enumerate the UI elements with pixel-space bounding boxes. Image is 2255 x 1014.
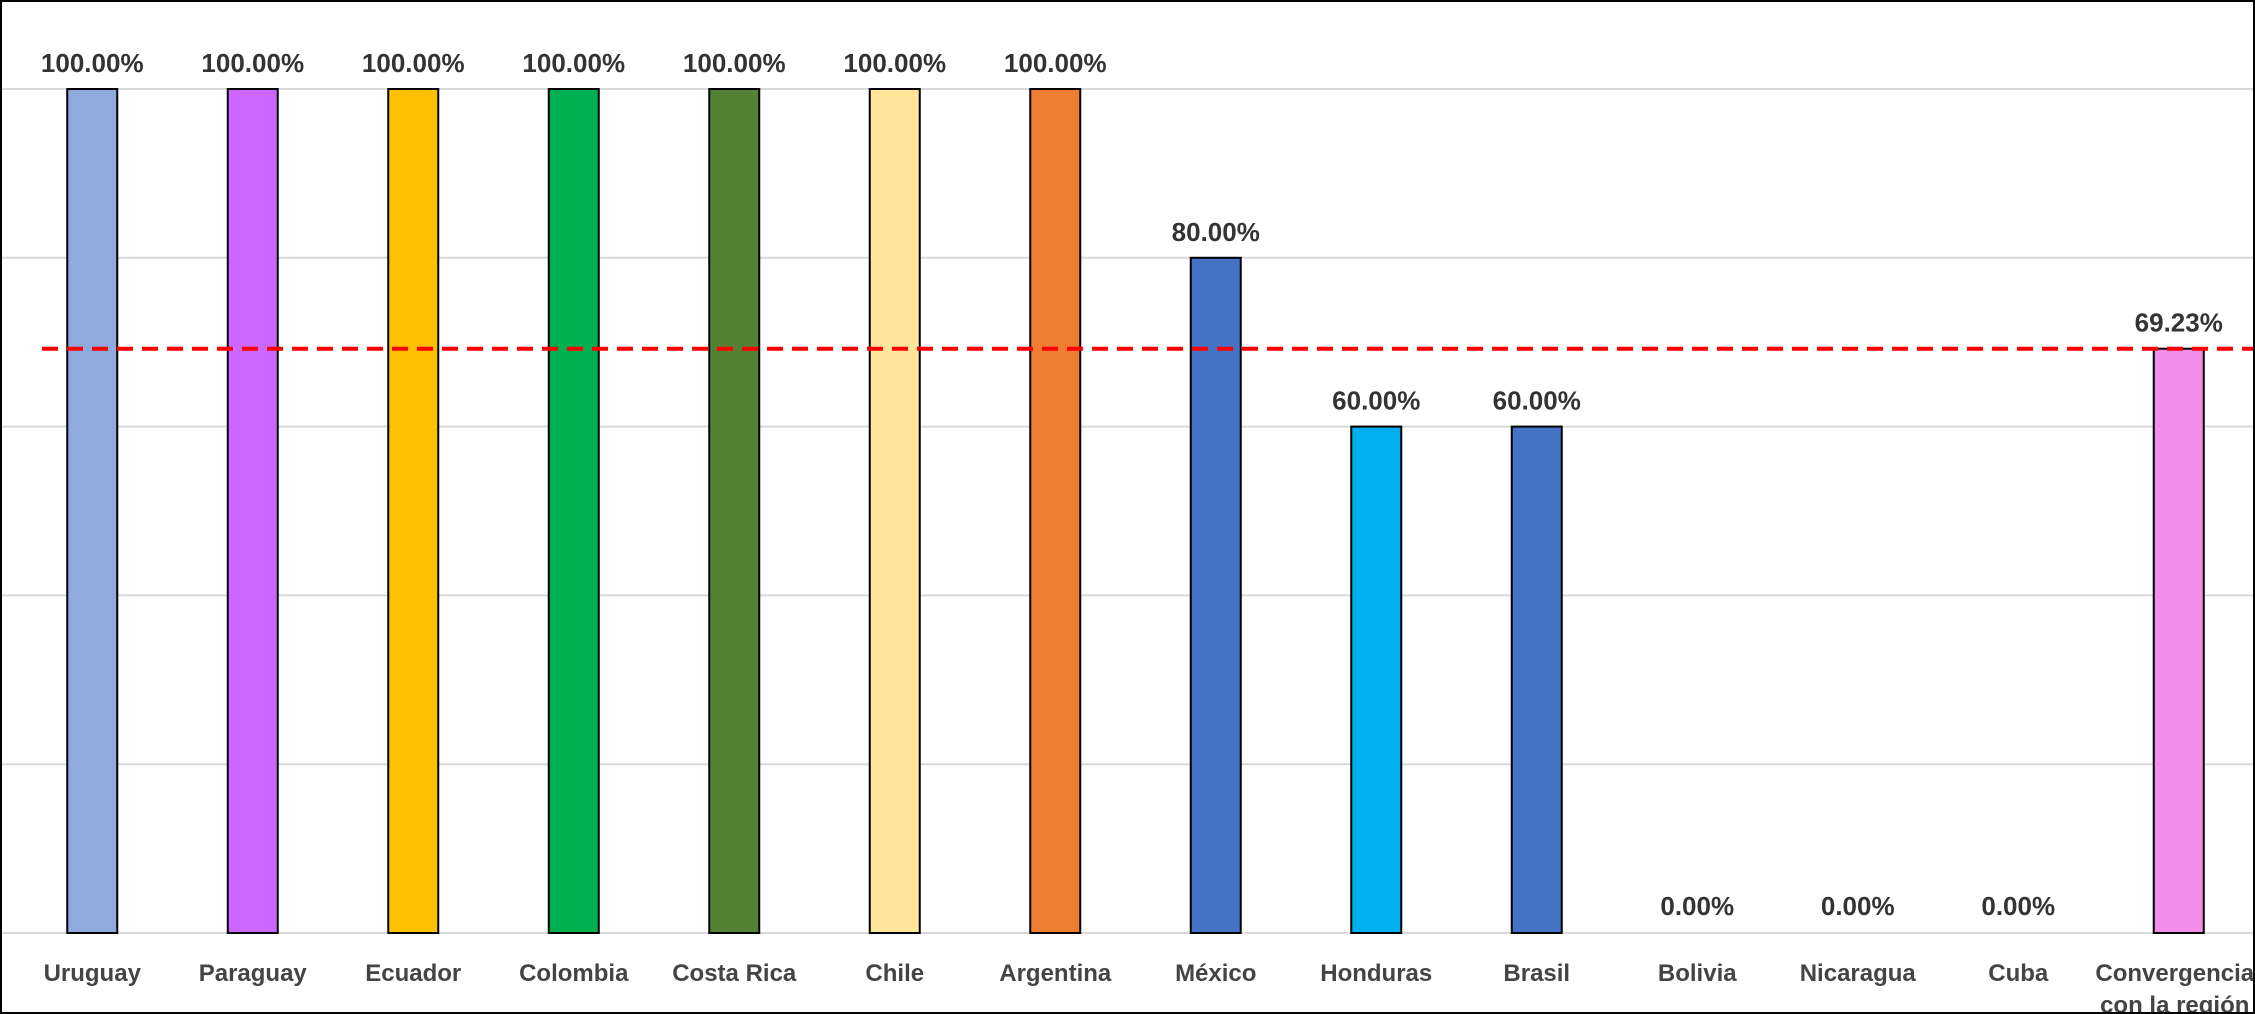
data-label-colombia: 100.00% bbox=[522, 48, 625, 78]
category-label-nicaragua: Nicaragua bbox=[1800, 960, 1917, 987]
data-label-paraguay: 100.00% bbox=[201, 48, 304, 78]
data-label-brasil: 60.00% bbox=[1493, 386, 1581, 416]
bar-chile bbox=[868, 88, 921, 934]
bar-ecuador bbox=[387, 88, 440, 934]
gridlines bbox=[2, 88, 2253, 934]
category-label-uruguay: Uruguay bbox=[44, 960, 142, 987]
category-label-colombia: Colombia bbox=[519, 960, 629, 987]
data-label-mexico: 80.00% bbox=[1172, 217, 1260, 247]
category-label-convergencia-con-la-region: Convergencia con la región bbox=[2095, 960, 2253, 1012]
data-label-costa-rica: 100.00% bbox=[683, 48, 786, 78]
data-label-chile: 100.00% bbox=[843, 48, 946, 78]
category-labels: Uruguay Paraguay Ecuador Colombia Costa Rica… bbox=[44, 960, 2253, 1012]
bar-brasil bbox=[1510, 425, 1563, 934]
data-label-honduras: 60.00% bbox=[1332, 386, 1420, 416]
data-label-argentina: 100.00% bbox=[1004, 48, 1107, 78]
bar-costa-rica bbox=[708, 88, 761, 934]
category-label-bolivia: Bolivia bbox=[1658, 960, 1737, 987]
data-label-ecuador: 100.00% bbox=[362, 48, 465, 78]
bar-honduras bbox=[1350, 425, 1403, 934]
category-label-honduras: Honduras bbox=[1320, 960, 1432, 987]
bar-colombia bbox=[547, 88, 600, 934]
data-label-uruguay: 100.00% bbox=[41, 48, 144, 78]
data-label-cuba: 0.00% bbox=[1981, 891, 2055, 921]
category-label-mexico: México bbox=[1175, 960, 1256, 987]
bar-uruguay bbox=[66, 88, 119, 934]
category-label-ecuador: Ecuador bbox=[365, 960, 461, 987]
category-label-chile: Chile bbox=[865, 960, 924, 987]
category-label-brasil: Brasil bbox=[1503, 960, 1570, 987]
data-label-convergencia-con-la-region: 69.23% bbox=[2135, 308, 2223, 338]
data-label-nicaragua: 0.00% bbox=[1821, 891, 1895, 921]
bars bbox=[66, 88, 2205, 935]
category-label-argentina: Argentina bbox=[999, 960, 1112, 987]
data-labels: 100.00% 100.00% 100.00% 100.00% 100.00% 100.0… bbox=[41, 48, 2223, 921]
category-label-cuba: Cuba bbox=[1988, 960, 2049, 987]
bar-argentina bbox=[1029, 88, 1082, 934]
category-label-costa-rica: Costa Rica bbox=[672, 960, 797, 987]
bar-convergencia-con-la-region bbox=[2152, 347, 2205, 934]
data-label-bolivia: 0.00% bbox=[1660, 891, 1734, 921]
category-label-paraguay: Paraguay bbox=[199, 960, 308, 987]
bar-paraguay bbox=[226, 88, 279, 934]
bar-mexico bbox=[1189, 256, 1242, 935]
